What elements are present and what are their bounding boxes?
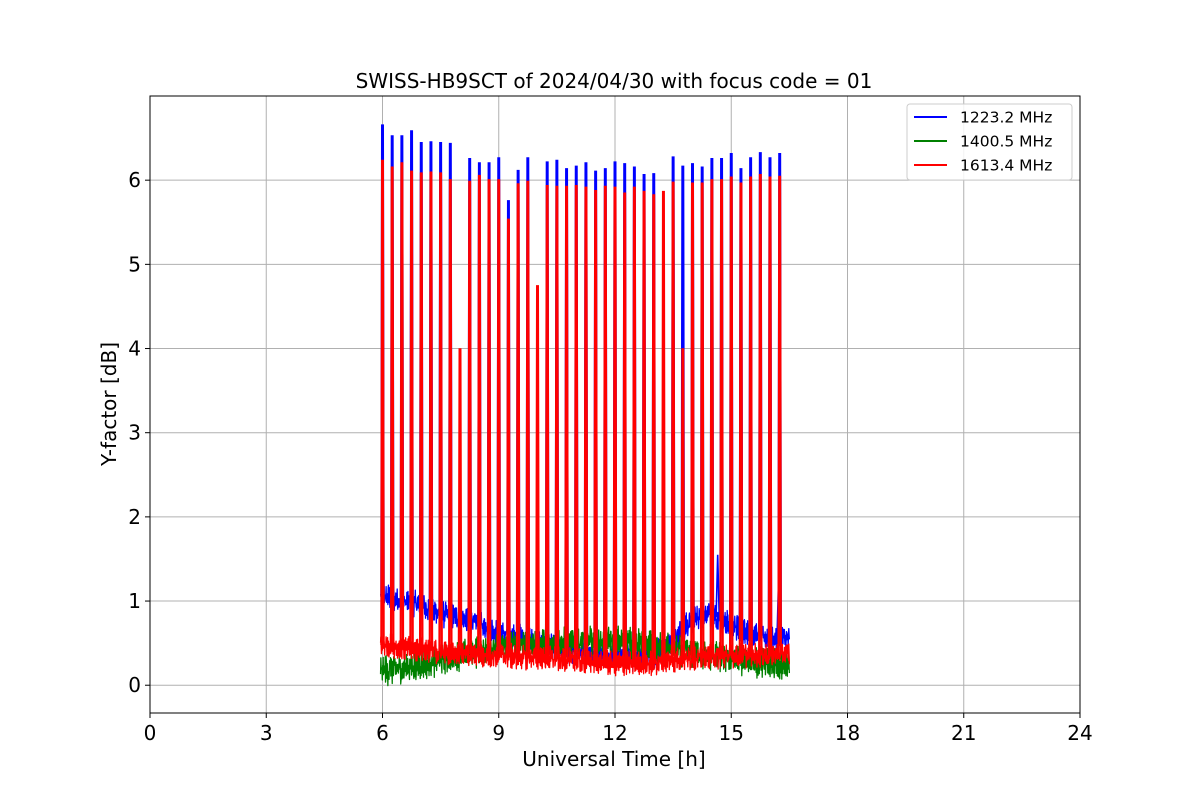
legend-label: 1613.4 MHz xyxy=(960,157,1052,175)
spike xyxy=(573,184,579,661)
y-tick-label: 2 xyxy=(128,505,141,529)
x-tick-label: 0 xyxy=(144,721,157,745)
x-tick-label: 9 xyxy=(492,721,505,745)
spike xyxy=(486,179,492,656)
spike xyxy=(467,180,472,655)
spike xyxy=(670,181,676,660)
spike xyxy=(389,166,395,647)
y-tick-label: 5 xyxy=(128,252,141,276)
spike xyxy=(632,186,637,665)
spike xyxy=(719,179,724,657)
x-tick-label: 3 xyxy=(260,721,273,745)
spike xyxy=(603,185,608,663)
y-tick-label: 3 xyxy=(128,421,141,445)
spike xyxy=(525,180,531,658)
spike xyxy=(438,172,443,652)
spike xyxy=(767,176,773,655)
spike xyxy=(661,190,666,662)
spike xyxy=(583,186,589,662)
plot-area xyxy=(379,124,791,687)
spike xyxy=(690,182,695,659)
x-axis-label: Universal Time [h] xyxy=(522,747,705,771)
x-tick-label: 21 xyxy=(951,721,976,745)
spike xyxy=(680,348,686,660)
spike xyxy=(544,184,550,659)
spike xyxy=(399,162,405,648)
spike xyxy=(380,159,385,646)
spike xyxy=(457,348,463,654)
legend-label: 1400.5 MHz xyxy=(960,133,1052,151)
spike xyxy=(409,170,414,649)
legend-label: 1223.2 MHz xyxy=(960,109,1052,127)
spike xyxy=(715,554,721,617)
spike xyxy=(564,185,569,660)
spike xyxy=(593,190,598,662)
y-axis: 0 1 2 3 4 5 6 xyxy=(128,168,150,697)
legend: 1223.2 MHz 1400.5 MHz 1613.4 MHz xyxy=(906,103,1073,181)
x-tick-label: 18 xyxy=(835,721,860,745)
spike xyxy=(477,174,482,655)
chart-title: SWISS-HB9SCT of 2024/04/30 with focus co… xyxy=(356,69,873,93)
x-axis: 0 3 6 9 12 15 18 21 24 xyxy=(144,713,1093,745)
x-tick-label: 12 xyxy=(602,721,627,745)
series-1613-4-mhz xyxy=(379,159,791,677)
spike xyxy=(428,171,434,651)
spike xyxy=(758,174,763,655)
spike xyxy=(612,186,618,664)
spike xyxy=(641,190,647,664)
spike xyxy=(777,175,782,655)
spike xyxy=(748,176,753,655)
spike xyxy=(554,185,560,660)
legend-box xyxy=(906,103,1073,181)
spike xyxy=(622,192,627,664)
y-tick-label: 1 xyxy=(128,589,141,613)
spike xyxy=(651,194,657,664)
spike xyxy=(448,179,453,653)
spike xyxy=(496,179,502,656)
spike xyxy=(506,218,511,657)
spike xyxy=(418,172,424,650)
x-tick-label: 24 xyxy=(1067,721,1092,745)
spike xyxy=(515,183,521,657)
spike xyxy=(738,182,744,656)
x-tick-label: 15 xyxy=(719,721,744,745)
spike xyxy=(535,285,540,658)
x-tick-label: 6 xyxy=(376,721,389,745)
spike xyxy=(699,182,705,658)
y-tick-label: 4 xyxy=(128,337,141,361)
y-tick-label: 0 xyxy=(128,673,141,697)
spike xyxy=(728,176,734,656)
y-axis-label: Y-factor [dB] xyxy=(97,342,121,467)
spike xyxy=(709,179,715,657)
y-tick-label: 6 xyxy=(128,168,141,192)
